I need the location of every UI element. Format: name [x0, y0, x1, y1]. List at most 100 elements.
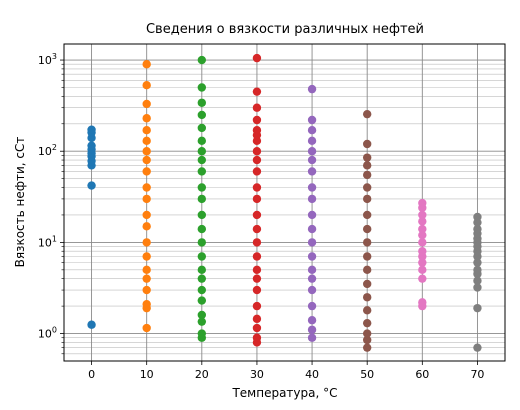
data-point	[87, 141, 96, 150]
data-point	[142, 60, 151, 69]
data-point	[252, 333, 262, 342]
data-point	[362, 329, 372, 338]
data-point	[197, 329, 207, 338]
data-point	[252, 155, 262, 165]
data-point	[362, 293, 372, 302]
data-point	[362, 279, 372, 289]
data-point	[252, 167, 262, 176]
x-tick-label: 40	[305, 368, 319, 381]
data-point	[362, 335, 372, 345]
series-50	[362, 109, 372, 352]
grid	[64, 44, 505, 361]
data-point	[473, 265, 482, 275]
data-point	[362, 343, 372, 352]
data-point	[142, 285, 151, 295]
data-point	[418, 224, 427, 234]
data-point	[418, 258, 427, 267]
data-point	[142, 155, 151, 165]
data-point	[142, 265, 151, 275]
chart-title: Сведения о вязкости различных нефтей	[146, 22, 424, 37]
data-point	[142, 238, 151, 247]
data-point	[307, 210, 317, 220]
data-point	[197, 194, 207, 204]
data-point	[362, 194, 372, 204]
data-point	[362, 224, 372, 234]
y-axis-ticks: 100 101 102 103	[38, 52, 64, 355]
data-point	[418, 210, 427, 220]
data-point	[197, 224, 207, 234]
data-point	[142, 299, 151, 309]
data-point	[197, 183, 207, 192]
data-point	[418, 265, 427, 275]
data-point	[252, 53, 262, 63]
data-point	[197, 147, 207, 156]
y-tick-label: 101	[38, 234, 57, 249]
data-point	[418, 238, 427, 247]
data-point	[197, 136, 207, 146]
data-point	[418, 298, 427, 307]
data-point	[252, 301, 262, 311]
data-point	[362, 238, 372, 247]
data-point	[473, 224, 482, 234]
data-point	[307, 252, 317, 261]
data-point	[252, 147, 262, 156]
data-point	[142, 194, 151, 204]
data-point	[197, 110, 207, 120]
data-point	[252, 103, 262, 112]
y-tick-label: 103	[38, 52, 57, 67]
data-point	[307, 333, 317, 342]
x-tick-label: 0	[88, 368, 95, 381]
x-tick-label: 20	[195, 368, 209, 381]
data-point	[142, 252, 151, 261]
data-point	[362, 170, 372, 180]
data-point	[252, 314, 262, 324]
data-point	[362, 153, 372, 162]
data-point	[197, 252, 207, 261]
series-70	[473, 212, 482, 352]
data-point	[142, 80, 151, 90]
data-point	[197, 210, 207, 220]
data-point	[252, 183, 262, 192]
data-point	[142, 147, 151, 156]
data-point	[252, 194, 262, 204]
x-tick-label: 70	[470, 368, 484, 381]
data-point	[197, 274, 207, 283]
data-point	[142, 114, 151, 123]
series-60	[418, 198, 427, 311]
data-point	[142, 99, 151, 109]
data-point	[197, 123, 207, 133]
data-point	[418, 198, 427, 208]
data-point	[362, 306, 372, 315]
data-point	[307, 316, 317, 325]
data-point	[252, 265, 262, 275]
data-point	[197, 296, 207, 305]
data-point	[252, 274, 262, 283]
data-point	[307, 126, 317, 135]
data-point	[142, 136, 151, 146]
data-point	[362, 183, 372, 192]
x-tick-label: 30	[250, 368, 264, 381]
data-point	[307, 167, 317, 176]
data-point	[142, 167, 151, 176]
data-point	[473, 283, 482, 292]
data-point	[307, 183, 317, 192]
x-tick-label: 60	[415, 368, 429, 381]
data-points	[87, 53, 482, 352]
data-point	[473, 258, 482, 267]
data-point	[307, 155, 317, 165]
data-point	[252, 224, 262, 234]
data-point	[473, 343, 482, 352]
data-point	[197, 98, 207, 107]
data-point	[307, 84, 317, 94]
data-point	[197, 317, 207, 326]
data-point	[252, 115, 262, 125]
data-point	[197, 285, 207, 295]
data-point	[307, 301, 317, 311]
data-point	[197, 55, 207, 65]
data-point	[142, 126, 151, 135]
data-point	[473, 303, 482, 313]
x-axis-ticks: 0 10 20 30 40 50 60 70	[88, 361, 484, 381]
x-axis-label: Температура, °C	[231, 386, 337, 400]
data-point	[307, 147, 317, 156]
data-point	[418, 247, 427, 256]
